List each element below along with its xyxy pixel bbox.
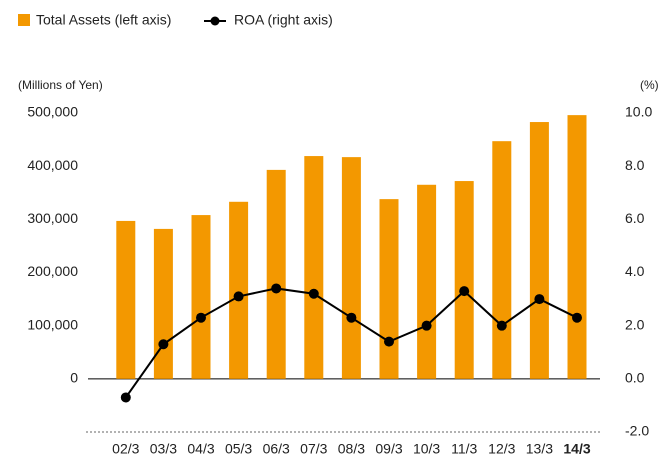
x-tick-label: 04/3	[187, 441, 214, 457]
roa-marker	[158, 339, 169, 350]
y-tick-label: 200,000	[27, 263, 78, 279]
bar	[492, 141, 512, 379]
y2-tick-label: 0.0	[625, 370, 645, 386]
bar	[341, 157, 361, 379]
x-tick-label: 03/3	[150, 441, 177, 457]
legend-swatch-marker	[210, 16, 220, 26]
bar	[153, 228, 173, 379]
y2-tick-label: 10.0	[625, 104, 652, 120]
x-tick-label: 14/3	[563, 441, 590, 457]
x-tick-label: 08/3	[338, 441, 365, 457]
bar	[379, 199, 399, 379]
bar	[529, 122, 549, 379]
roa-marker	[384, 336, 394, 347]
y-tick-label: 0	[70, 370, 78, 386]
y-axis-label: (Millions of Yen)	[18, 78, 103, 92]
y2-tick-label: 4.0	[625, 263, 645, 279]
x-tick-label: 06/3	[263, 441, 290, 457]
legend-swatch-bar	[18, 14, 30, 26]
bar	[266, 169, 286, 379]
roa-marker	[308, 288, 319, 299]
y2-tick-label: -2.0	[625, 423, 649, 439]
x-tick-label: 12/3	[488, 441, 515, 457]
roa-marker	[233, 291, 244, 302]
y-tick-label: 100,000	[27, 316, 78, 332]
roa-marker	[459, 286, 470, 297]
x-tick-label: 02/3	[112, 441, 139, 457]
x-tick-label: 13/3	[526, 441, 553, 457]
bar	[191, 215, 211, 379]
roa-marker	[572, 312, 582, 323]
roa-marker	[346, 312, 357, 323]
x-tick-label: 09/3	[375, 441, 402, 457]
x-tick-label: 10/3	[413, 441, 440, 457]
bar	[567, 115, 587, 379]
y2-tick-label: 2.0	[625, 316, 645, 332]
bar	[304, 156, 324, 379]
y-tick-label: 300,000	[27, 210, 78, 226]
x-tick-label: 07/3	[300, 441, 327, 457]
roa-marker	[196, 312, 206, 323]
roa-marker	[120, 392, 131, 403]
bar	[454, 181, 474, 379]
y2-axis-label: (%)	[640, 78, 659, 92]
bar	[229, 201, 249, 379]
bar	[116, 220, 136, 379]
y2-tick-label: 6.0	[625, 210, 645, 226]
roa-marker	[421, 320, 432, 331]
roa-marker	[534, 294, 545, 305]
x-tick-label: 11/3	[451, 441, 477, 457]
bar	[417, 184, 437, 379]
legend-label: Total Assets (left axis)	[36, 12, 171, 28]
y-tick-label: 500,000	[27, 104, 78, 120]
roa-marker	[271, 283, 282, 294]
y-tick-label: 400,000	[27, 157, 78, 173]
y2-tick-label: 8.0	[625, 157, 645, 173]
x-tick-label: 05/3	[225, 441, 252, 457]
roa-marker	[496, 320, 507, 331]
legend-label: ROA (right axis)	[234, 12, 333, 28]
